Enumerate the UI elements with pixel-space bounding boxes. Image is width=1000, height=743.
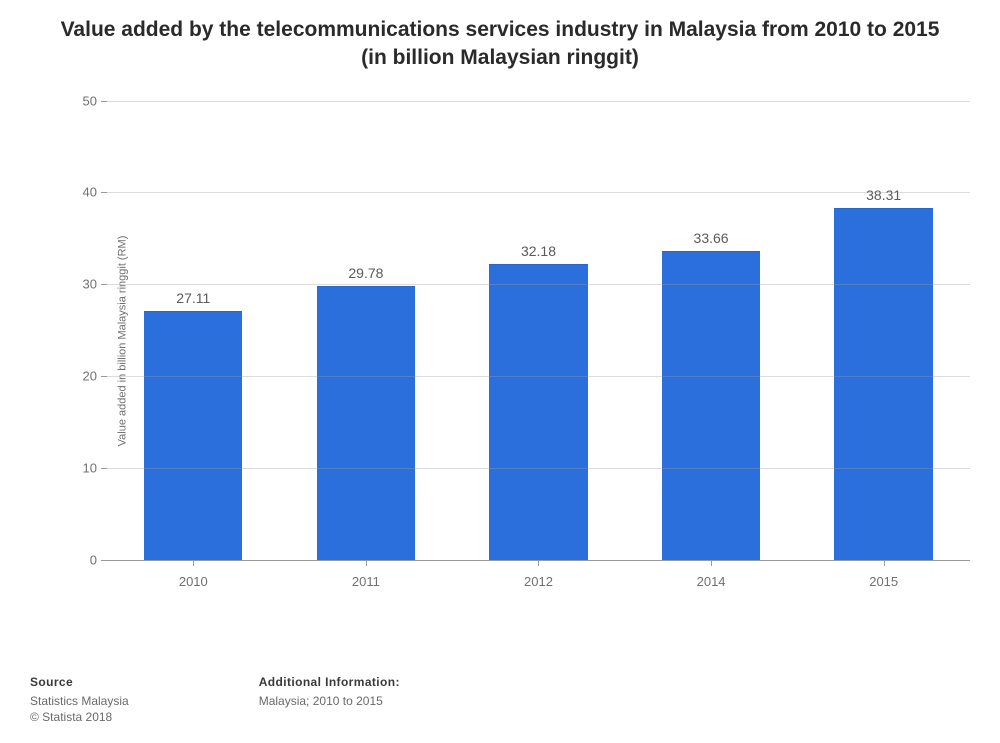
source-block: Source Statistics Malaysia © Statista 20… <box>30 674 129 725</box>
grid-line <box>107 284 970 285</box>
bar-value-label: 27.11 <box>176 290 210 312</box>
bar-slot: 38.312015 <box>797 101 970 560</box>
chart-area: Value added in billion Malaysia ringgit … <box>75 81 970 601</box>
bar-value-label: 32.18 <box>521 243 556 265</box>
info-block: Additional Information: Malaysia; 2010 t… <box>259 674 400 725</box>
y-tick-mark <box>101 101 107 102</box>
source-heading: Source <box>30 674 129 690</box>
x-tick-label: 2010 <box>179 560 208 589</box>
bar-slot: 32.182012 <box>452 101 625 560</box>
bar[interactable]: 29.78 <box>317 286 415 559</box>
bar-slot: 33.662014 <box>625 101 798 560</box>
bar-value-label: 38.31 <box>866 187 901 209</box>
bar[interactable]: 32.18 <box>489 264 587 559</box>
bars-container: 27.11201029.78201132.18201233.66201438.3… <box>107 101 970 560</box>
grid-line <box>107 101 970 102</box>
grid-line <box>107 376 970 377</box>
plot-area: 27.11201029.78201132.18201233.66201438.3… <box>107 101 970 561</box>
chart-footer: Source Statistics Malaysia © Statista 20… <box>30 674 400 725</box>
grid-line <box>107 192 970 193</box>
bar-value-label: 33.66 <box>694 230 729 252</box>
y-tick-mark <box>101 192 107 193</box>
y-tick-mark <box>101 560 107 561</box>
info-heading: Additional Information: <box>259 674 400 690</box>
grid-line <box>107 468 970 469</box>
info-line: Malaysia; 2010 to 2015 <box>259 693 400 709</box>
x-tick-label: 2012 <box>524 560 553 589</box>
y-tick-mark <box>101 468 107 469</box>
bar-slot: 27.112010 <box>107 101 280 560</box>
bar[interactable]: 33.66 <box>662 251 760 560</box>
x-tick-label: 2011 <box>352 560 380 589</box>
y-tick-mark <box>101 376 107 377</box>
source-line: © Statista 2018 <box>30 709 129 725</box>
y-tick-mark <box>101 284 107 285</box>
bar[interactable]: 38.31 <box>834 208 932 560</box>
chart-title: Value added by the telecommunications se… <box>0 0 1000 81</box>
bar-slot: 29.782011 <box>280 101 453 560</box>
x-tick-label: 2015 <box>869 560 898 589</box>
bar[interactable]: 27.11 <box>144 311 242 560</box>
x-tick-label: 2014 <box>697 560 726 589</box>
source-line: Statistics Malaysia <box>30 693 129 709</box>
